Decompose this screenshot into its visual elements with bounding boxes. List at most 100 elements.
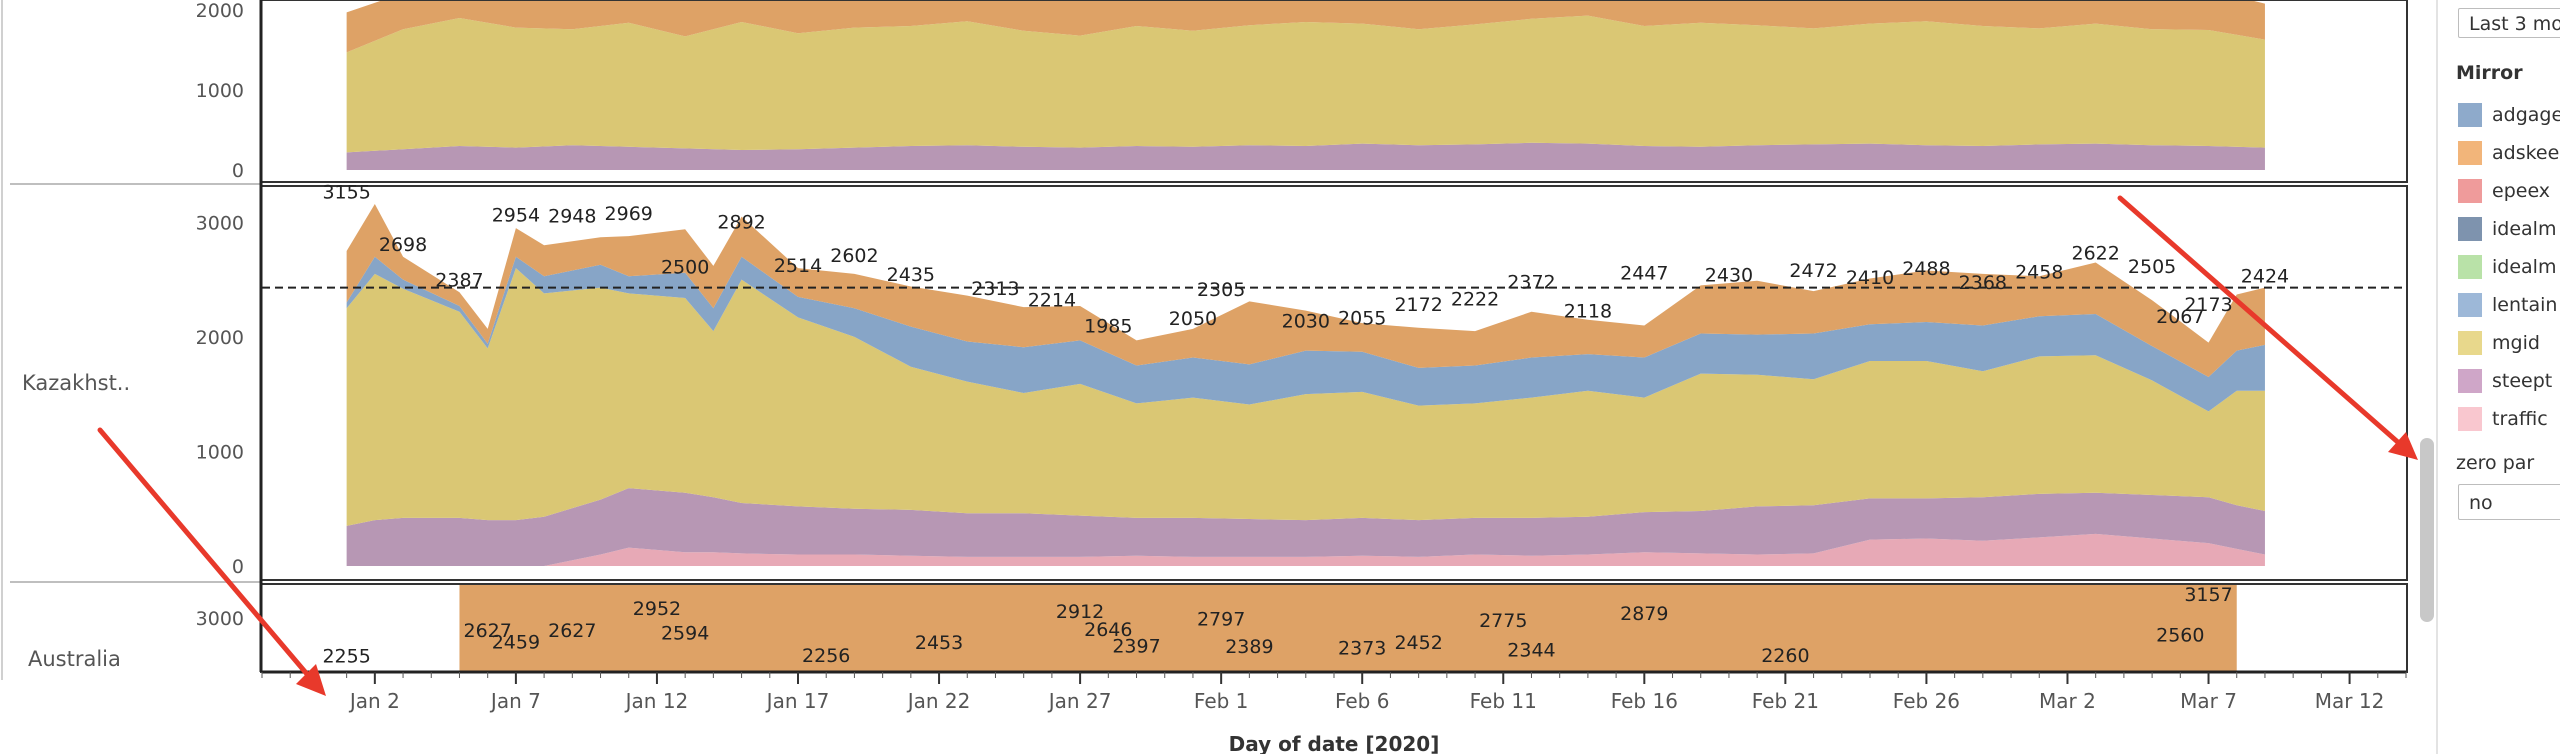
data-label: 2500	[661, 257, 709, 279]
data-label: 3155	[322, 182, 370, 204]
data-label: 2594	[661, 622, 709, 644]
data-label: 2452	[1394, 632, 1442, 654]
legend-swatch	[2458, 179, 2482, 203]
legend-item[interactable]: traffic	[2458, 400, 2560, 438]
data-label: 2260	[1761, 645, 1809, 667]
area-layer	[346, 0, 2265, 672]
legend-swatch	[2458, 141, 2482, 165]
data-label: 2912	[1056, 601, 1104, 623]
legend-label: lentain	[2492, 294, 2558, 316]
sidebar-panel: Last 3 mo Mirror adgage adskee epeex idealm…	[2436, 0, 2560, 754]
legend-swatch	[2458, 369, 2482, 393]
data-label: 2373	[1338, 637, 1386, 659]
panel-areas	[459, 584, 2237, 672]
y-tick-label: 0	[232, 160, 244, 182]
legend-label: epeex	[2492, 180, 2551, 202]
data-label: 2627	[548, 620, 596, 642]
legend-item[interactable]: lentain	[2458, 286, 2560, 324]
data-label: 2173	[2184, 294, 2232, 316]
x-tick-label: Jan 27	[1047, 689, 1112, 713]
data-label: 2368	[1959, 272, 2007, 294]
data-label: 2453	[915, 632, 963, 654]
x-axis-title: Day of date [2020]	[1229, 732, 1440, 754]
data-label: 2698	[379, 234, 427, 256]
data-label: 2255	[322, 645, 370, 667]
legend-title: Mirror	[2456, 62, 2523, 84]
legend-label: steept	[2492, 370, 2553, 392]
data-label: 2488	[1902, 258, 1950, 280]
axes: 0 1000 2000 0 1000 2000 3000 Kazakhst.. 3000 Aust…	[22, 0, 2407, 754]
legend-item[interactable]: idealm	[2458, 210, 2560, 248]
legend-swatch	[2458, 331, 2482, 355]
data-label: 3157	[2184, 584, 2232, 606]
data-label: 2892	[717, 212, 765, 234]
annotation-arrow-left	[97, 427, 315, 683]
data-label: 2397	[1112, 636, 1160, 658]
legend-item[interactable]: epeex	[2458, 172, 2560, 210]
area-series	[346, 142, 2265, 170]
y-tick-label: 3000	[196, 212, 244, 234]
x-tick-label: Feb 11	[1470, 689, 1537, 713]
legend-swatch	[2458, 217, 2482, 241]
data-label: 2646	[1084, 619, 1132, 641]
area-series	[346, 0, 2265, 53]
area-series	[346, 256, 2265, 412]
data-label: 2305	[1197, 279, 1245, 301]
legend-label: traffic	[2492, 408, 2548, 430]
data-label: 2622	[2072, 243, 2120, 265]
y-tick-label: 1000	[196, 441, 244, 463]
x-tick-label: Jan 12	[624, 689, 689, 713]
legend-label: adskee	[2492, 142, 2560, 164]
data-label: 2430	[1705, 265, 1753, 287]
x-tick-label: Mar 2	[2039, 689, 2096, 713]
x-tick-label: Jan 2	[348, 689, 400, 713]
data-label: 1985	[1084, 316, 1132, 338]
vertical-scrollbar[interactable]	[2420, 438, 2434, 622]
data-label: 2514	[774, 255, 822, 277]
x-tick-label: Feb 16	[1611, 689, 1678, 713]
data-label: 2118	[1564, 300, 1612, 322]
area-series	[346, 204, 2265, 377]
data-labels: 3155 2698 2387 2954 2948 2969 2500 2892 2514 2602…	[262, 182, 2406, 667]
legend-label: idealm	[2492, 256, 2557, 278]
data-label: 2560	[2156, 625, 2204, 647]
data-label: 2030	[1282, 310, 1330, 332]
data-label: 2797	[1197, 609, 1245, 631]
data-label: 2472	[1789, 260, 1837, 282]
data-label: 2256	[802, 645, 850, 667]
zero-par-dropdown[interactable]: no	[2458, 484, 2560, 520]
data-label: 2458	[2015, 261, 2063, 283]
legend-item[interactable]: idealm	[2458, 248, 2560, 286]
x-tick-label: Mar 12	[2315, 689, 2385, 713]
y-tick-label: 0	[232, 556, 244, 578]
y-tick-label: 2000	[196, 0, 244, 22]
data-label: 2948	[548, 205, 596, 227]
annotation-arrowhead-right	[2388, 432, 2418, 460]
x-tick-label: Jan 22	[906, 689, 971, 713]
data-label: 2447	[1620, 263, 1668, 285]
data-label: 2459	[492, 631, 540, 653]
legend-item[interactable]: adskee	[2458, 134, 2560, 172]
legend-swatch	[2458, 293, 2482, 317]
legend-label: adgage	[2492, 104, 2560, 126]
data-label: 2172	[1394, 294, 1442, 316]
date-range-dropdown[interactable]: Last 3 mo	[2458, 8, 2560, 38]
legend-item[interactable]: adgage	[2458, 96, 2560, 134]
data-label: 2222	[1451, 288, 1499, 310]
x-tick-label: Feb 26	[1893, 689, 1960, 713]
area-series	[459, 584, 2237, 672]
panel-areas	[346, 204, 2265, 566]
data-label: 2954	[492, 205, 540, 227]
area-series	[346, 533, 2265, 566]
legend-swatch	[2458, 255, 2482, 279]
y-tick-label: 1000	[196, 80, 244, 102]
x-tick-label: Jan 7	[489, 689, 541, 713]
gridlines	[1, 0, 262, 680]
data-label: 2602	[830, 245, 878, 267]
row-header-label: Kazakhst..	[22, 371, 130, 395]
data-label: 2050	[1169, 308, 1217, 330]
legend-item[interactable]: steept	[2458, 362, 2560, 400]
legend-item[interactable]: mgid	[2458, 324, 2560, 362]
x-tick-label: Jan 17	[765, 689, 830, 713]
data-label: 2344	[1507, 639, 1555, 661]
